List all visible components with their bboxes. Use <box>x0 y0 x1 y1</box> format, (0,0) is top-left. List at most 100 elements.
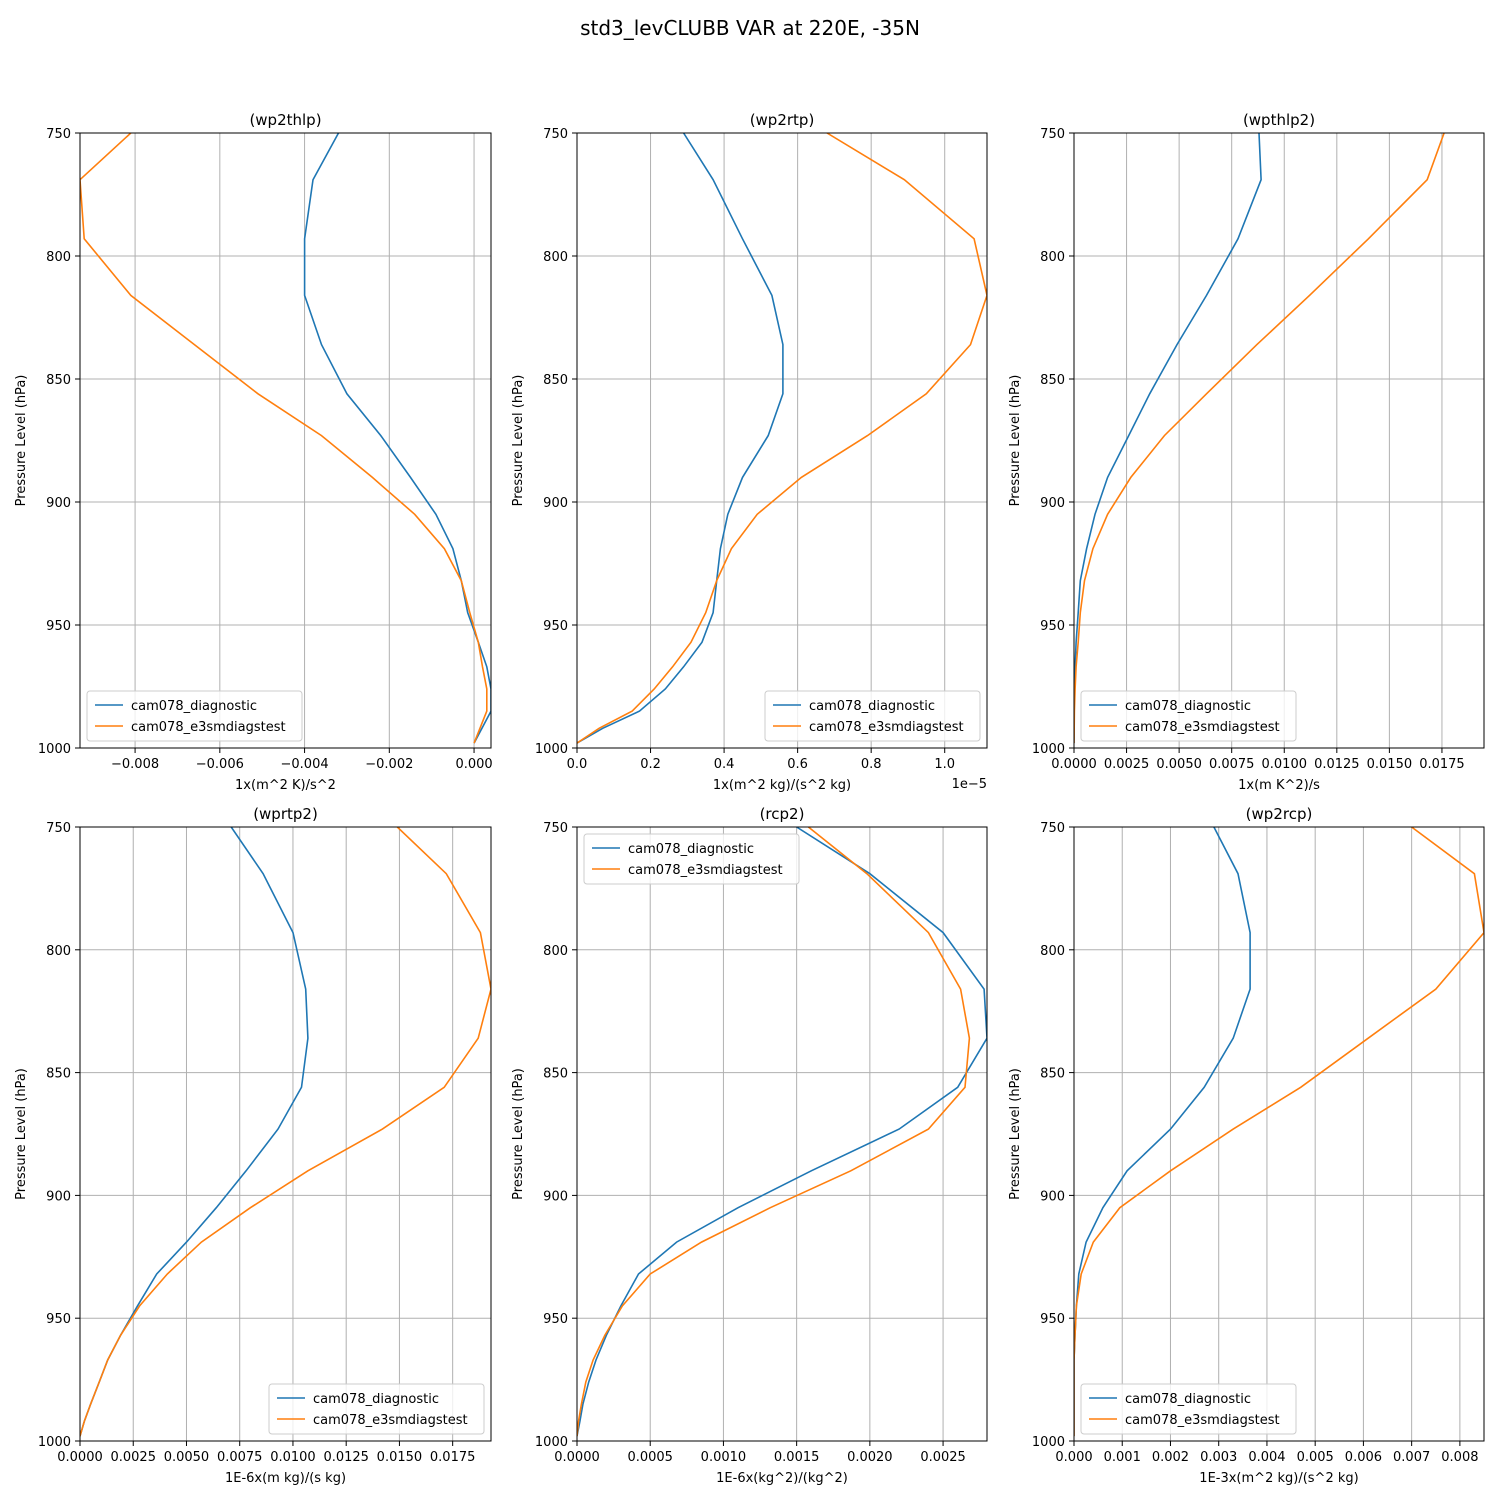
axes-frame <box>79 132 492 749</box>
panel-5: 0.0000 0.0005 0.0010 0.0015 0.0020 0.0025 750 8… <box>511 805 988 1486</box>
y-tick-label: 900 <box>1040 496 1065 511</box>
y-tick-label: 800 <box>46 944 71 959</box>
axes-frame <box>1073 826 1485 1442</box>
y-tick-label: 900 <box>46 1189 71 1204</box>
x-tick-label: 0.000 <box>455 757 492 772</box>
axes-frame <box>576 132 988 749</box>
legend-label: cam078_e3smdiagstest <box>809 720 964 735</box>
x-tick-label: 0.0100 <box>1262 757 1308 772</box>
y-tick-label: 1000 <box>38 1435 71 1450</box>
y-tick-label: 850 <box>543 373 568 388</box>
x-tick-label: 0.007 <box>1393 1450 1430 1465</box>
x-tick-label: 0.001 <box>1104 1450 1141 1465</box>
y-tick-label: 850 <box>46 373 71 388</box>
x-tick-label: 0.0025 <box>920 1450 966 1465</box>
legend-label: cam078_diagnostic <box>628 842 754 857</box>
x-tick-label: 0.008 <box>1441 1450 1478 1465</box>
x-tick-label: 0.005 <box>1297 1450 1334 1465</box>
x-axis-label: 1E-6x(kg^2)/(kg^2) <box>716 1471 848 1486</box>
y-tick-label: 800 <box>543 944 568 959</box>
y-tick-label: 950 <box>1040 619 1065 634</box>
x-tick-label: 0.0005 <box>627 1450 673 1465</box>
series-line-cam078_diagnostic <box>577 133 784 744</box>
x-axis-label: 1x(m^2 kg)/(s^2 kg) <box>713 778 851 793</box>
legend-label: cam078_e3smdiagstest <box>1125 1413 1280 1428</box>
x-tick-label: 0.0020 <box>847 1450 893 1465</box>
x-tick-label: 0.4 <box>714 757 735 772</box>
x-tick-label: 0.0025 <box>110 1450 156 1465</box>
y-tick-label: 750 <box>1040 821 1065 836</box>
y-tick-label: 750 <box>1040 127 1065 142</box>
y-tick-label: 950 <box>543 619 568 634</box>
series-line-cam078_diagnostic <box>577 827 987 1437</box>
legend: cam078_diagnostic cam078_e3smdiagstest <box>268 1383 485 1435</box>
legend: cam078_diagnostic cam078_e3smdiagstest <box>86 690 303 742</box>
series-line-cam078_diagnostic <box>1074 827 1251 1437</box>
x-tick-label: 0.8 <box>861 757 882 772</box>
legend: cam078_diagnostic cam078_e3smdiagstest <box>1080 690 1297 742</box>
legend-label: cam078_diagnostic <box>809 699 935 714</box>
x-tick-label: 0.0025 <box>1104 757 1150 772</box>
x-axis-label: 1x(m K^2)/s <box>1238 778 1320 793</box>
y-tick-label: 1000 <box>1032 742 1065 757</box>
y-tick-label: 750 <box>543 127 568 142</box>
y-tick-label: 800 <box>1040 250 1065 265</box>
series-line-cam078_e3smdiagstest <box>80 827 491 1437</box>
legend: cam078_diagnostic cam078_e3smdiagstest <box>764 690 981 742</box>
x-tick-label: 0.0125 <box>323 1450 369 1465</box>
legend-box <box>764 690 981 742</box>
x-tick-label: 0.000 <box>1055 1450 1092 1465</box>
x-tick-label: 0.004 <box>1248 1450 1285 1465</box>
y-tick-label: 950 <box>46 619 71 634</box>
y-tick-label: 800 <box>1040 944 1065 959</box>
series-line-cam078_diagnostic <box>303 133 491 744</box>
y-tick-label: 800 <box>543 250 568 265</box>
y-tick-label: 850 <box>543 1067 568 1082</box>
panel-4: 0.0000 0.0025 0.0050 0.0075 0.0100 0.0125 0.01… <box>14 805 492 1486</box>
x-tick-label: 0.0175 <box>430 1450 476 1465</box>
y-tick-label: 1000 <box>535 1435 568 1450</box>
y-tick-label: 1000 <box>1032 1435 1065 1450</box>
legend-label: cam078_diagnostic <box>1125 699 1251 714</box>
x-offset-label: 1e−5 <box>952 777 987 792</box>
y-tick-label: 950 <box>46 1312 71 1327</box>
y-tick-label: 800 <box>46 250 71 265</box>
y-axis-label: Pressure Level (hPa) <box>14 375 29 507</box>
panel-title: (wp2rtp) <box>750 111 815 129</box>
panel-6: 0.000 0.001 0.002 0.003 0.004 0.005 0.006 0.007… <box>1008 805 1485 1486</box>
legend: cam078_diagnostic cam078_e3smdiagstest <box>583 833 800 885</box>
legend-box <box>86 690 303 742</box>
panel-title: (wprtp2) <box>253 805 318 823</box>
x-tick-label: −0.006 <box>196 757 244 772</box>
x-tick-label: −0.002 <box>365 757 413 772</box>
series-line-cam078_e3smdiagstest <box>577 133 987 744</box>
y-tick-label: 850 <box>1040 1067 1065 1082</box>
legend-label: cam078_e3smdiagstest <box>628 863 783 878</box>
y-axis-label: Pressure Level (hPa) <box>511 375 526 507</box>
x-tick-label: 0.0 <box>567 757 588 772</box>
y-tick-label: 750 <box>46 821 71 836</box>
legend-box <box>1080 1383 1297 1435</box>
x-tick-label: 0.0000 <box>1051 757 1097 772</box>
x-tick-label: 0.0000 <box>57 1450 103 1465</box>
x-tick-label: 0.0010 <box>701 1450 747 1465</box>
x-axis-label: 1E-6x(m kg)/(s kg) <box>225 1471 346 1486</box>
panel-3: 0.0000 0.0025 0.0050 0.0075 0.0100 0.0125 0.01… <box>1008 111 1485 793</box>
y-axis-label: Pressure Level (hPa) <box>1008 375 1023 507</box>
series-line-cam078_diagnostic <box>1074 133 1262 744</box>
x-tick-label: −0.004 <box>281 757 329 772</box>
legend-box <box>268 1383 485 1435</box>
x-tick-label: 1.0 <box>934 757 955 772</box>
x-tick-label: 0.003 <box>1200 1450 1237 1465</box>
x-tick-label: 0.0075 <box>1209 757 1255 772</box>
x-tick-label: −0.008 <box>111 757 159 772</box>
legend-label: cam078_diagnostic <box>131 699 257 714</box>
x-tick-label: 0.0075 <box>217 1450 263 1465</box>
x-tick-label: 0.002 <box>1152 1450 1189 1465</box>
panel-title: (wp2rcp) <box>1246 805 1313 823</box>
y-tick-label: 1000 <box>535 742 568 757</box>
y-tick-label: 900 <box>1040 1189 1065 1204</box>
panel-1: −0.008 −0.006 −0.004 −0.002 0.000 750 800 850 90… <box>14 111 493 793</box>
axes-frame <box>1073 132 1485 749</box>
